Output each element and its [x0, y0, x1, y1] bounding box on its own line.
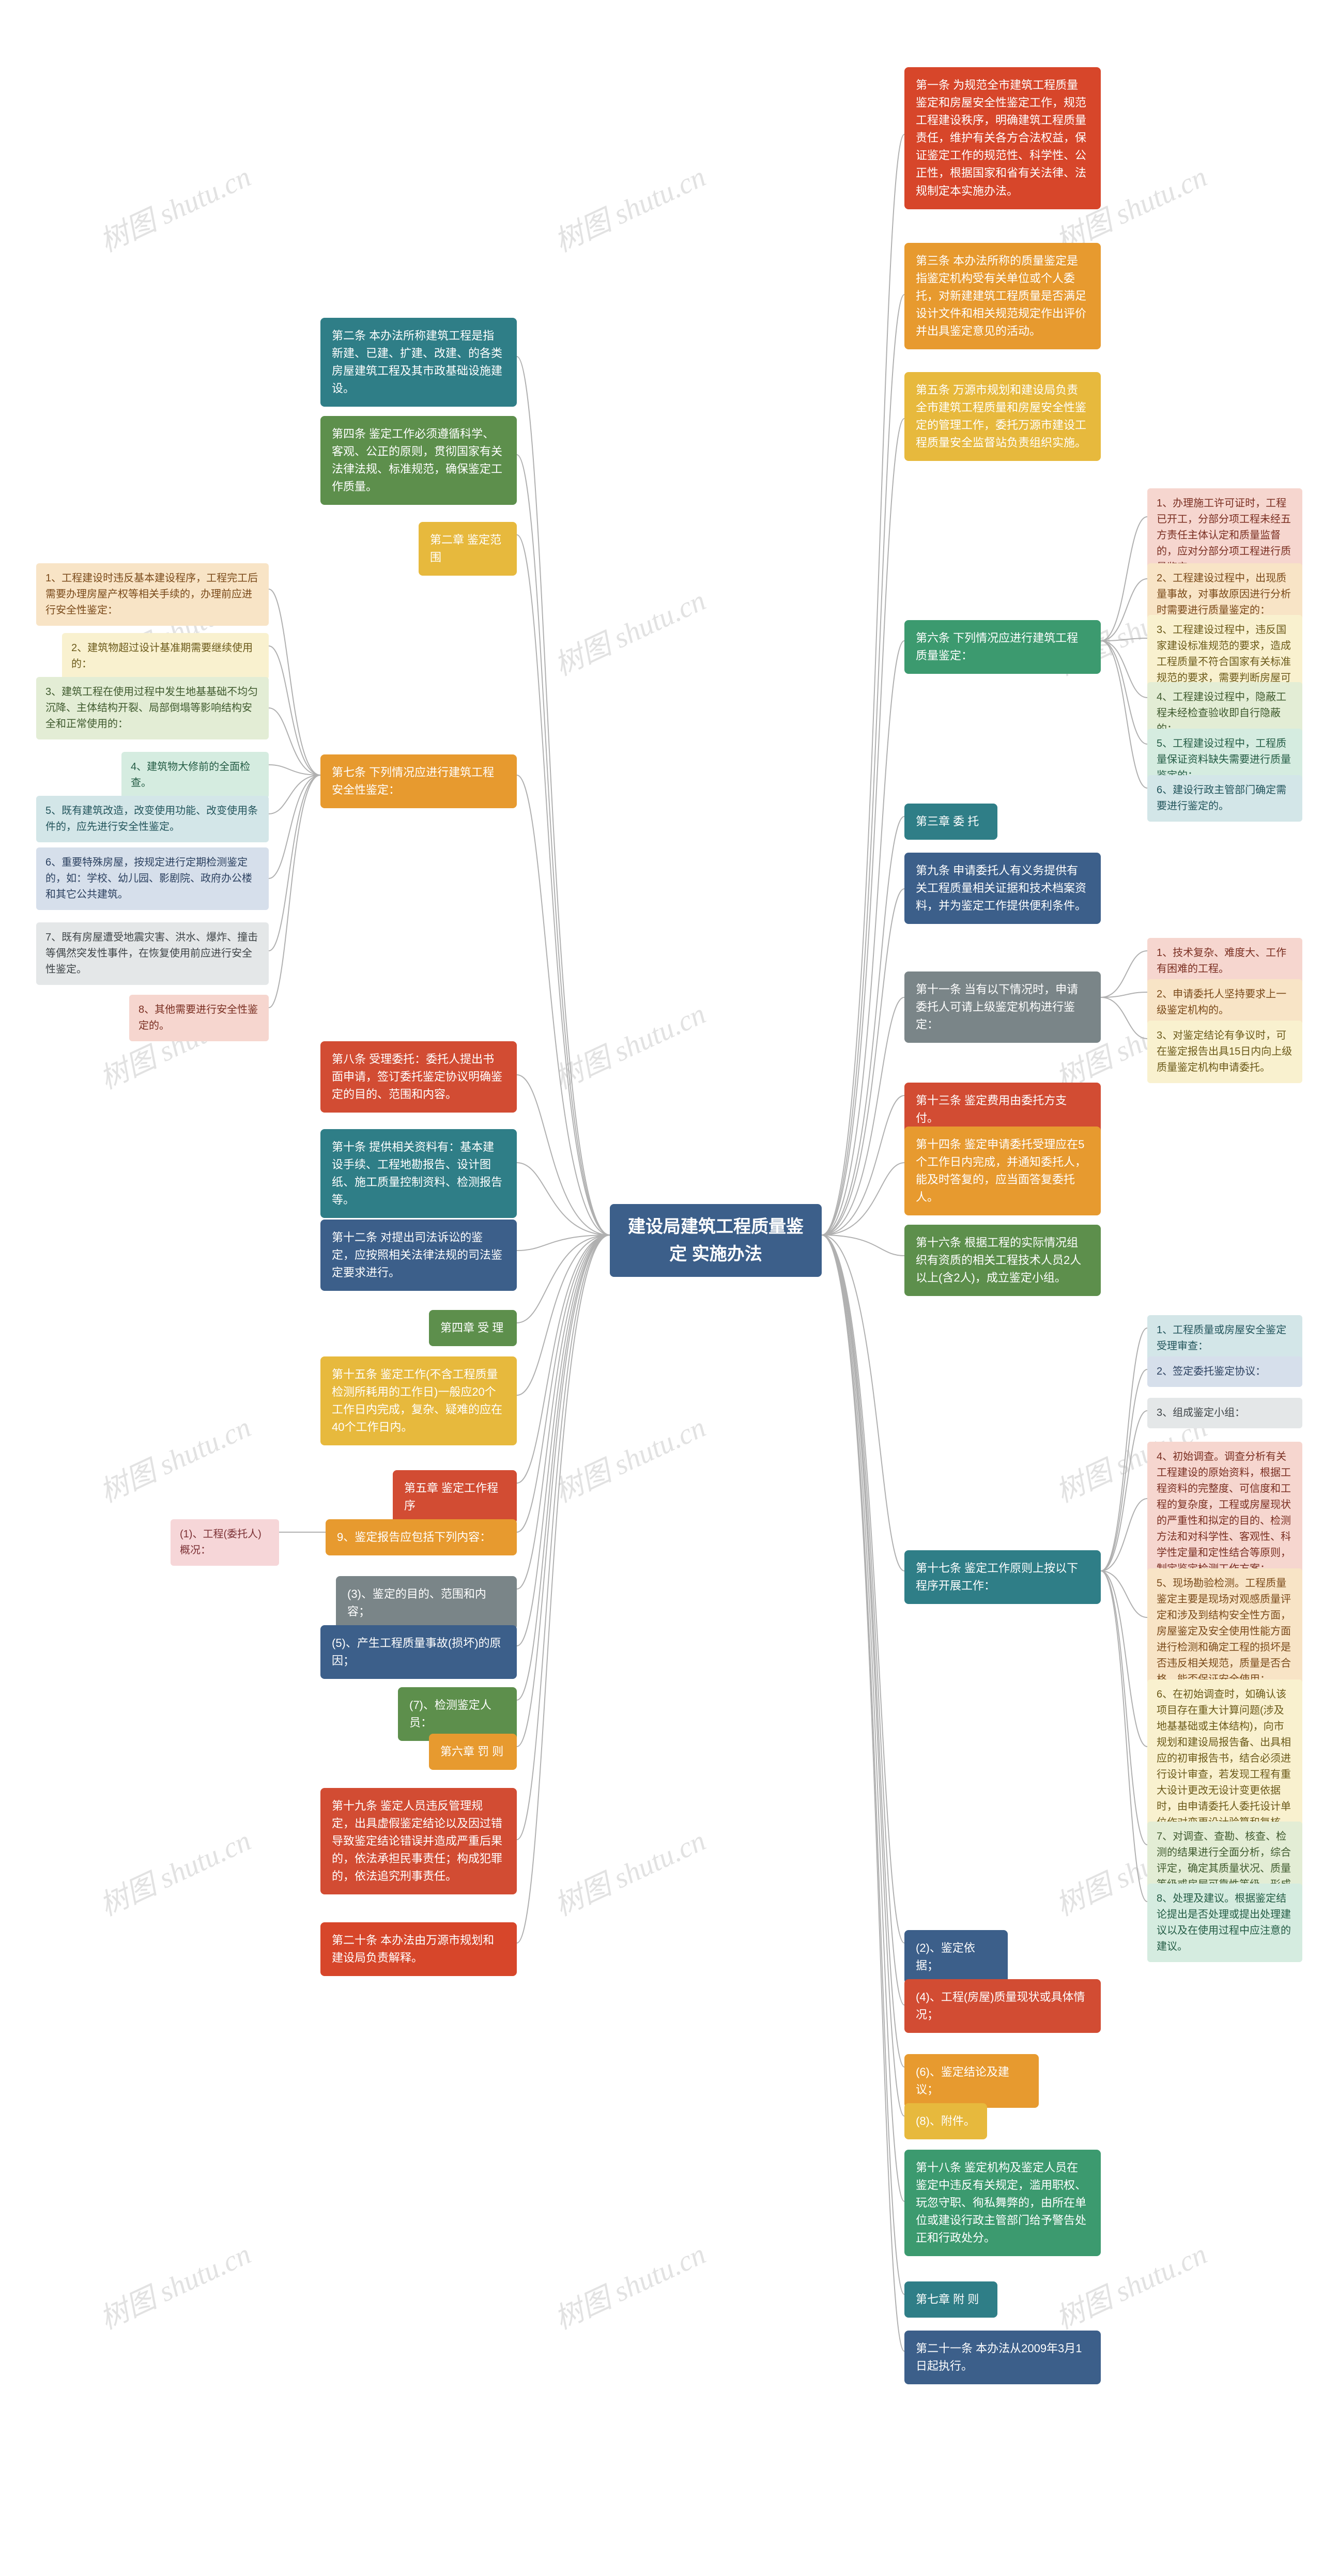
connector-lines	[0, 0, 1323, 2576]
node-r17: 第十七条 鉴定工作原则上按以下程序开展工作：	[904, 1550, 1101, 1604]
node-l20: 第二十条 本办法由万源市规划和建设局负责解释。	[320, 1922, 517, 1976]
leaf-r17-4: 4、初始调查。调查分析有关工程建设的原始资料，根据工程资料的完整度、可信度和工程…	[1147, 1442, 1302, 1584]
node-r9-2: (2)、鉴定依据；	[904, 1930, 1008, 1984]
leaf-r17-3: 3、组成鉴定小组：	[1147, 1398, 1302, 1428]
watermark: 树图 shutu.cn	[547, 1817, 712, 1924]
node-l9-3: (3)、鉴定的目的、范围和内容；	[336, 1576, 517, 1630]
watermark: 树图 shutu.cn	[547, 153, 712, 260]
node-l15: 第十五条 鉴定工作(不含工程质量检测所耗用的工作日)一般应20个工作日内完成，复…	[320, 1356, 517, 1445]
watermark: 树图 shutu.cn	[547, 991, 712, 1097]
node-r9: 第九条 申请委托人有义务提供有关工程质量相关证据和技术档案资料，并为鉴定工作提供…	[904, 853, 1101, 924]
leaf-r11-2: 2、申请委托人坚持要求上一级鉴定机构的。	[1147, 979, 1302, 1026]
node-l9-7: (7)、检测鉴定人员：	[398, 1687, 517, 1741]
left-chapter-5: 第五章 鉴定工作程序	[393, 1470, 517, 1524]
right-chapter-7: 第七章 附 则	[904, 2281, 997, 2318]
mindmap-stage: 树图 shutu.cn 树图 shutu.cn 树图 shutu.cn 树图 s…	[0, 0, 1323, 2576]
leaf-l7-6: 6、重要特殊房屋，按规定进行定期检测鉴定的，如：学校、幼儿园、影剧院、政府办公楼…	[36, 847, 269, 910]
watermark: 树图 shutu.cn	[92, 153, 257, 260]
node-l9-5: (5)、产生工程质量事故(损坏)的原因；	[320, 1625, 517, 1679]
node-l4: 第四条 鉴定工作必须遵循科学、客观、公正的原则，贯彻国家有关法律法规、标准规范，…	[320, 416, 517, 505]
node-r3: 第三条 本办法所称的质量鉴定是指鉴定机构受有关单位或个人委托，对新建建筑工程质量…	[904, 243, 1101, 349]
leaf-r6-6: 6、建设行政主管部门确定需要进行鉴定的。	[1147, 775, 1302, 822]
leaf-r17-2: 2、签定委托鉴定协议：	[1147, 1356, 1302, 1387]
leaf-r11-1: 1、技术复杂、难度大、工作有困难的工程。	[1147, 938, 1302, 984]
left-chapter-2: 第二章 鉴定范围	[419, 522, 517, 576]
node-r14: 第十四条 鉴定申请委托受理应在5个工作日内完成，并通知委托人，能及时答复的，应当…	[904, 1127, 1101, 1215]
node-r9-4: (4)、工程(房屋)质量现状或具体情况；	[904, 1979, 1101, 2033]
watermark: 树图 shutu.cn	[547, 2231, 712, 2337]
watermark: 树图 shutu.cn	[547, 1404, 712, 1510]
leaf-l7-2: 2、建筑物超过设计基准期需要继续使用的：	[62, 633, 269, 680]
center-topic: 建设局建筑工程质量鉴定 实施办法	[610, 1204, 822, 1277]
watermark: 树图 shutu.cn	[92, 2231, 257, 2337]
leaf-l7-8: 8、其他需要进行安全性鉴定的。	[129, 995, 269, 1041]
node-l19: 第十九条 鉴定人员违反管理规定，出具虚假鉴定结论以及因过错导致鉴定结论错误并造成…	[320, 1788, 517, 1894]
node-r11: 第十一条 当有以下情况时，申请委托人可请上级鉴定机构进行鉴定：	[904, 971, 1101, 1043]
leaf-l7-4: 4、建筑物大修前的全面检查。	[121, 752, 269, 798]
node-l7: 第七条 下列情况应进行建筑工程安全性鉴定：	[320, 754, 517, 808]
leaf-l7-1: 1、工程建设时违反基本建设程序，工程完工后需要办理房屋产权等相关手续的，办理前应…	[36, 563, 269, 626]
leaf-l9-1: (1)、工程(委托人)概况：	[171, 1519, 279, 1566]
leaf-r11-3: 3、对鉴定结论有争议时，可在鉴定报告出具15日内向上级质量鉴定机构申请委托。	[1147, 1021, 1302, 1083]
node-l10: 第十条 提供相关资料有：基本建设手续、工程地勘报告、设计图纸、施工质量控制资料、…	[320, 1129, 517, 1218]
node-r18: 第十八条 鉴定机构及鉴定人员在鉴定中违反有关规定，滥用职权、玩忽守职、徇私舞弊的…	[904, 2150, 1101, 2256]
right-chapter-3: 第三章 委 托	[904, 804, 997, 840]
left-chapter-4: 第四章 受 理	[429, 1310, 517, 1346]
node-l9r: 9、鉴定报告应包括下列内容：	[326, 1519, 517, 1555]
node-l8: 第八条 受理委托：委托人提出书面申请，签订委托鉴定协议明确鉴定的目的、范围和内容…	[320, 1041, 517, 1113]
leaf-l7-7: 7、既有房屋遭受地震灾害、洪水、爆炸、撞击等偶然突发性事件，在恢复使用前应进行安…	[36, 922, 269, 985]
node-r6: 第六条 下列情况应进行建筑工程质量鉴定：	[904, 620, 1101, 674]
leaf-r17-5: 5、现场勘验检测。工程质量鉴定主要是现场对观感质量评定和涉及到结构安全性方面，房…	[1147, 1568, 1302, 1695]
node-r9-8: (8)、附件。	[904, 2103, 987, 2139]
leaf-r17-1: 1、工程质量或房屋安全鉴定受理审查：	[1147, 1315, 1302, 1362]
watermark: 树图 shutu.cn	[92, 1817, 257, 1924]
node-l12: 第十二条 对提出司法诉讼的鉴定，应按照相关法律法规的司法鉴定要求进行。	[320, 1220, 517, 1291]
node-r5: 第五条 万源市规划和建设局负责全市建筑工程质量和房屋安全性鉴定的管理工作，委托万…	[904, 372, 1101, 461]
node-r16: 第十六条 根据工程的实际情况组织有资质的相关工程技术人员2人以上(含2人)，成立…	[904, 1225, 1101, 1296]
leaf-l7-5: 5、既有建筑改造，改变使用功能、改变使用条件的，应先进行安全性鉴定。	[36, 796, 269, 842]
node-r21: 第二十一条 本办法从2009年3月1日起执行。	[904, 2331, 1101, 2384]
leaf-r17-8: 8、处理及建议。根据鉴定结论提出是否处理或提出处理建议以及在使用过程中应注意的建…	[1147, 1884, 1302, 1962]
leaf-l7-3: 3、建筑工程在使用过程中发生地基基础不均匀沉降、主体结构开裂、局部倒塌等影响结构…	[36, 677, 269, 739]
node-r9-6: (6)、鉴定结论及建议；	[904, 2054, 1039, 2108]
node-r1: 第一条 为规范全市建筑工程质量鉴定和房屋安全性鉴定工作，规范工程建设秩序，明确建…	[904, 67, 1101, 209]
left-chapter-6: 第六章 罚 则	[429, 1734, 517, 1770]
watermark: 树图 shutu.cn	[92, 1404, 257, 1510]
watermark: 树图 shutu.cn	[547, 577, 712, 684]
node-l2: 第二条 本办法所称建筑工程是指新建、已建、扩建、改建、的各类房屋建筑工程及其市政…	[320, 318, 517, 407]
